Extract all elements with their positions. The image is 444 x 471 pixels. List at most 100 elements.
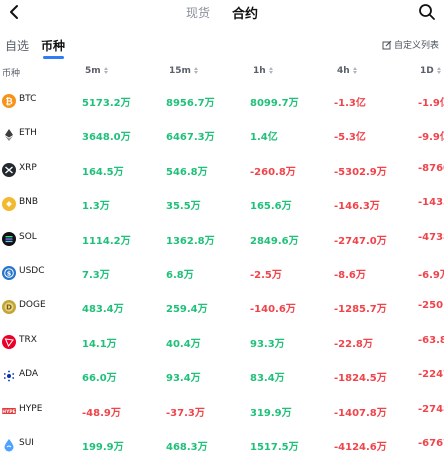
xrp-icon [2, 162, 16, 177]
netflow-m5: -48.9万 [82, 407, 121, 419]
netflow-m15: 1362.8万 [166, 235, 215, 247]
table-row[interactable]: ADA 66.0万 93.4万 83.4万 -1824.5万 -2247 [0, 359, 444, 393]
column-header-coin: 币种 [2, 69, 21, 79]
netflow-m5: 5173.2万 [82, 98, 131, 109]
tab-favorites[interactable]: 自选 [5, 39, 30, 53]
netflow-m5: 7.3万 [82, 270, 110, 281]
netflow-h1: -260.8万 [250, 166, 296, 178]
bnb-icon [2, 197, 16, 212]
netflow-h1: 319.9万 [250, 407, 292, 419]
table-row[interactable]: ₿ BTC 5173.2万 8956.7万 8099.7万 -1.3亿 -1.9亿 [0, 84, 444, 118]
table-row[interactable]: SOL 1114.2万 1362.8万 2849.6万 -2747.0万 -4738 [0, 222, 444, 256]
netflow-d1: -2748 [418, 403, 444, 415]
netflow-d1: -63.8 [418, 334, 444, 346]
netflow-m15: 6.8万 [166, 270, 194, 281]
sol-icon [2, 231, 16, 246]
netflow-h1: 2849.6万 [250, 235, 299, 247]
coin-symbol: ETH [19, 128, 37, 139]
coin-symbol: DOGE [19, 300, 46, 311]
coin-symbol: BTC [19, 94, 37, 104]
table-row[interactable]: SUI 199.9万 468.3万 1517.5万 -4124.6万 -6767 [0, 428, 444, 462]
top-bar: 现货 合约 [0, 0, 444, 26]
netflow-d1: -8760 [418, 162, 444, 174]
doge-icon: D [2, 300, 16, 315]
search-icon[interactable] [418, 3, 436, 21]
active-tab-indicator [43, 56, 64, 59]
netflow-h4: -146.3万 [334, 201, 380, 213]
svg-text:HYPE: HYPE [2, 409, 15, 415]
netflow-d1: -1435 [418, 197, 444, 209]
netflow-d1: -1.9亿 [418, 98, 444, 109]
netflow-d1: -9.9亿 [418, 132, 444, 144]
ada-icon [2, 369, 16, 383]
netflow-h4: -1824.5万 [334, 373, 387, 385]
coin-symbol: HYPE [19, 403, 43, 414]
netflow-m5: 1114.2万 [82, 235, 131, 247]
table-row[interactable]: D DOGE 483.4万 259.4万 -140.6万 -1285.7万 -2501 [0, 290, 444, 324]
netflow-h1: -140.6万 [250, 304, 296, 316]
table-header: 币种 5m 15m 1h 4h 1D [0, 64, 444, 80]
custom-list-button[interactable]: 自定义列表 [382, 38, 439, 51]
sort-icon [436, 67, 442, 74]
table-row[interactable]: HYPE HYPE -48.9万 -37.3万 319.9万 -1407.8万 -2748 [0, 394, 444, 428]
netflow-m5: 66.0万 [82, 373, 117, 385]
tab-spot[interactable]: 现货 [186, 6, 211, 20]
netflow-m15: 546.8万 [166, 166, 208, 178]
netflow-h1: 1.4亿 [250, 132, 278, 144]
svg-text:D: D [6, 304, 12, 312]
svg-text:₿: ₿ [5, 97, 12, 108]
back-arrow-icon[interactable] [6, 3, 24, 21]
coin-symbol: SOL [19, 231, 37, 242]
table-row[interactable]: BNB 1.3万 35.5万 165.6万 -146.3万 -1435 [0, 187, 444, 221]
netflow-m5: 1.3万 [82, 201, 110, 213]
netflow-m5: 199.9万 [82, 442, 124, 453]
netflow-m5: 14.1万 [82, 338, 117, 350]
netflow-m5: 483.4万 [82, 304, 124, 316]
svg-text:$: $ [7, 270, 12, 278]
netflow-h1: 8099.7万 [250, 98, 299, 109]
table-row[interactable]: $ USDC 7.3万 6.8万 -2.5万 -8.6万 -6.9万 [0, 256, 444, 290]
table-row[interactable]: XRP 164.5万 546.8万 -260.8万 -5302.9万 -8760 [0, 153, 444, 187]
trx-icon [2, 334, 16, 349]
netflow-m15: 259.4万 [166, 304, 208, 316]
sort-icon [103, 67, 109, 74]
hype-icon: HYPE [2, 404, 16, 418]
netflow-m15: 35.5万 [166, 201, 201, 213]
netflow-m15: 93.4万 [166, 373, 201, 385]
netflow-h1: 83.4万 [250, 373, 285, 385]
column-header-1h[interactable]: 1h [253, 66, 274, 76]
edit-list-icon [382, 40, 392, 49]
netflow-h1: 165.6万 [250, 201, 292, 213]
netflow-h4: -1.3亿 [334, 98, 366, 109]
netflow-d1: -2247 [418, 369, 444, 381]
netflow-m15: 8956.7万 [166, 98, 215, 109]
netflow-h4: -8.6万 [334, 270, 366, 281]
column-header-1d[interactable]: 1D [420, 66, 442, 76]
column-header-15m[interactable]: 15m [169, 66, 199, 76]
coin-symbol: BNB [19, 197, 39, 208]
sort-icon [193, 67, 199, 74]
netflow-h4: -1407.8万 [334, 407, 387, 419]
netflow-h4: -4124.6万 [334, 442, 387, 453]
column-header-5m[interactable]: 5m [85, 66, 109, 76]
netflow-m15: 468.3万 [166, 442, 208, 453]
coin-symbol: USDC [19, 266, 45, 276]
tab-coins[interactable]: 币种 [41, 39, 66, 53]
table-row[interactable]: ETH 3648.0万 6467.3万 1.4亿 -5.3亿 -9.9亿 [0, 118, 444, 152]
netflow-d1: -6.9万 [418, 270, 444, 281]
coin-symbol: XRP [19, 162, 37, 173]
sort-icon [268, 67, 274, 74]
sort-icon [352, 67, 358, 74]
netflow-m15: 6467.3万 [166, 132, 215, 144]
tab-contract[interactable]: 合约 [232, 7, 259, 22]
table-row[interactable]: TRX 14.1万 40.4万 93.3万 -22.8万 -63.8 [0, 325, 444, 359]
netflow-h4: -22.8万 [334, 338, 373, 350]
sub-tabs: 自选 币种 自定义列表 [0, 34, 444, 60]
netflow-m5: 164.5万 [82, 166, 124, 178]
netflow-d1: -4738 [418, 231, 444, 243]
netflow-d1: -2501 [418, 300, 444, 312]
column-header-4h[interactable]: 4h [337, 66, 358, 76]
netflow-h1: 93.3万 [250, 338, 285, 350]
netflow-h4: -5302.9万 [334, 166, 387, 178]
sui-icon [2, 438, 16, 452]
